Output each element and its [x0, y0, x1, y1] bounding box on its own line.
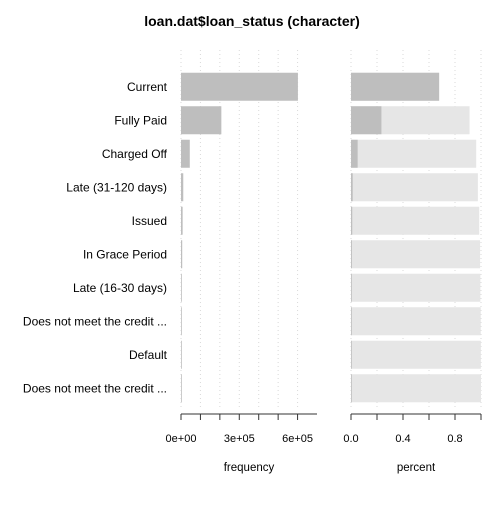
percent-bar [351, 374, 352, 403]
category-label: In Grace Period [83, 247, 167, 261]
percent-bar [351, 273, 352, 302]
percent-bar [351, 139, 358, 168]
percent-bar [351, 240, 352, 269]
percent-tick-label: 0.0 [343, 433, 358, 445]
category-label: Late (16-30 days) [73, 281, 167, 295]
frequency-axis-label: frequency [224, 462, 275, 474]
percent-axis-label: percent [397, 462, 436, 474]
percent-cumulative-bar [351, 307, 481, 336]
frequency-bar [181, 374, 182, 403]
frequency-tick-label: 0e+00 [166, 433, 197, 445]
category-label: Default [129, 348, 168, 362]
percent-bar [351, 206, 353, 235]
category-label: Fully Paid [114, 113, 167, 127]
frequency-panel: 0e+00 3e+05 6e+05 [166, 50, 317, 445]
percent-cumulative-bar [351, 273, 481, 302]
percent-bar [351, 307, 352, 336]
percent-cumulative-bar [351, 240, 481, 269]
frequency-bar [181, 307, 182, 336]
frequency-bar [181, 240, 183, 269]
percent-cumulative-bar [351, 173, 478, 202]
frequency-bar [181, 173, 184, 202]
chart-title: loan.dat$loan_status (character) [144, 13, 360, 29]
frequency-bar [181, 72, 298, 101]
percent-cumulative-bar [351, 340, 481, 369]
category-label: Does not meet the credit ... [23, 314, 167, 328]
category-label: Issued [132, 214, 167, 228]
frequency-bar [181, 273, 182, 302]
percent-bar [351, 340, 352, 369]
category-label: Does not meet the credit ... [23, 381, 167, 395]
percent-cumulative-bar [351, 139, 477, 168]
frequency-bar [181, 340, 182, 369]
percent-bar [351, 106, 382, 135]
frequency-tick-label: 3e+05 [224, 433, 255, 445]
percent-cumulative-bar [351, 374, 481, 403]
category-labels: Current Fully Paid Charged Off Late (31-120… [23, 80, 168, 396]
frequency-bar [181, 139, 190, 168]
category-label: Late (31-120 days) [66, 180, 167, 194]
percent-tick-label: 0.8 [447, 433, 462, 445]
percent-cumulative-bar [351, 206, 480, 235]
percent-bar [351, 72, 440, 101]
category-label: Current [127, 80, 168, 94]
percent-bar [351, 173, 353, 202]
category-label: Charged Off [102, 147, 168, 161]
frequency-tick-label: 6e+05 [282, 433, 313, 445]
percent-tick-label: 0.4 [395, 433, 410, 445]
frequency-bar [181, 106, 222, 135]
percent-panel: 0.0 0.4 0.8 [343, 50, 482, 445]
frequency-bar [181, 206, 183, 235]
